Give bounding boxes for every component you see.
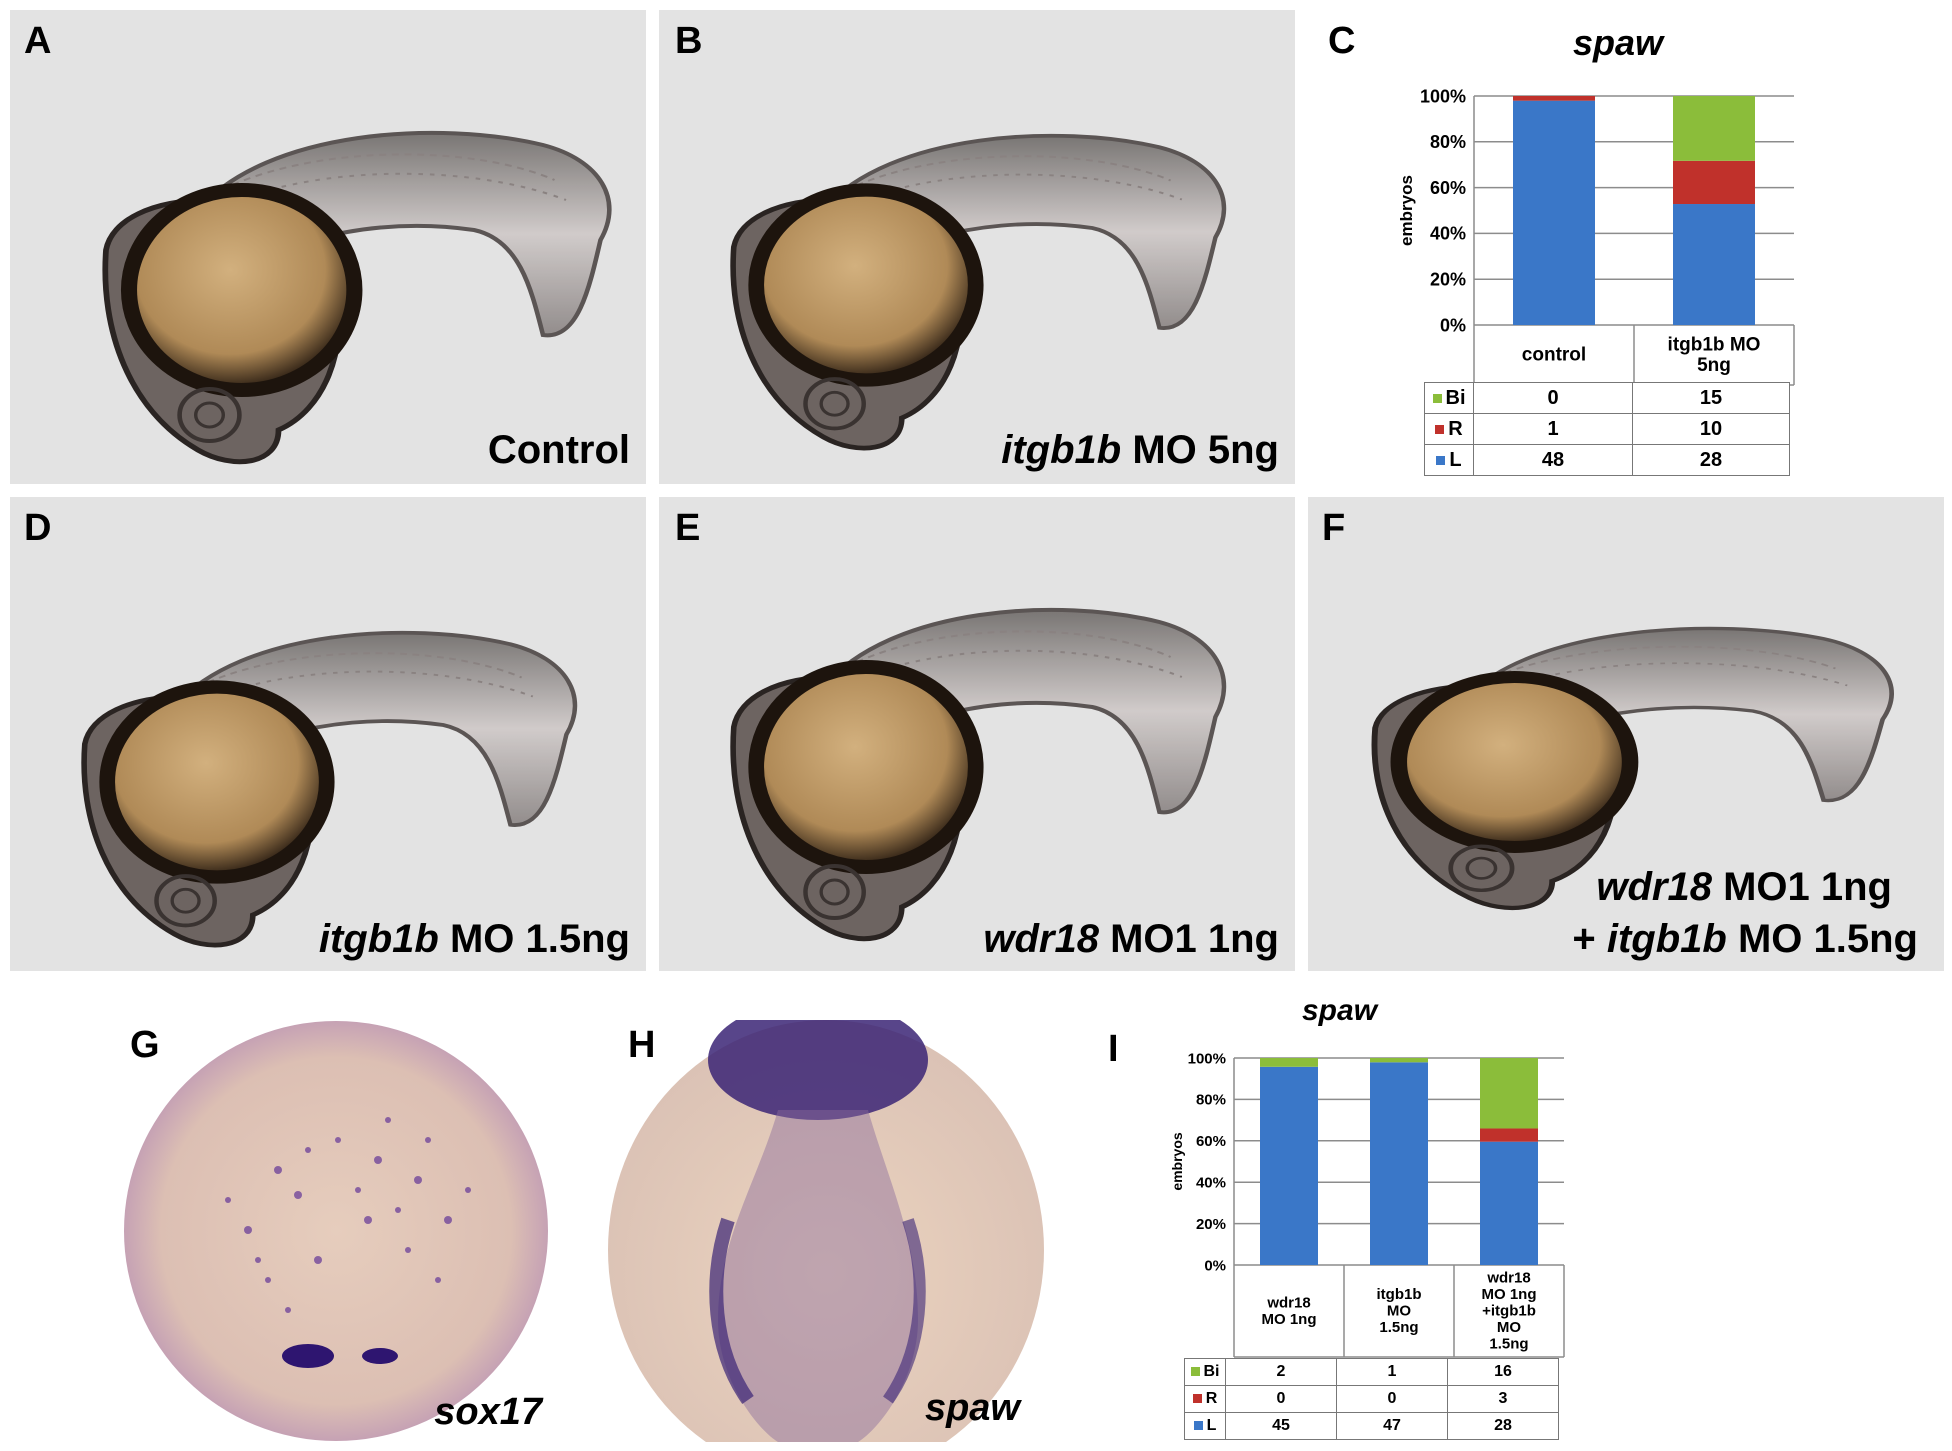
- panel-f: F wdr18 MO1 1ng + itgb1b MO 1.5ng: [1308, 497, 1944, 971]
- legend-cell: 0: [1336, 1385, 1448, 1413]
- legend-key-l: L: [1424, 444, 1474, 476]
- legend-row-r: R 1 10: [1424, 413, 1790, 445]
- y-tick-label: 0%: [1204, 1257, 1226, 1274]
- panel-label-i: I: [1108, 1028, 1119, 1070]
- legend-cell: 10: [1632, 413, 1790, 445]
- caption-e: wdr18 MO1 1ng: [983, 917, 1279, 961]
- bar-l: [1513, 100, 1595, 326]
- bar-r: [1480, 1128, 1538, 1142]
- panel-c: C spaw 0% 20% 40% 60% 80% 100% control itgb1b M…: [1304, 10, 1952, 484]
- embryo-image-b: [659, 10, 1295, 484]
- bar-r: [1513, 96, 1595, 101]
- legend-row-l: L 48 28: [1424, 444, 1790, 476]
- caption-g: sox17: [434, 1391, 542, 1433]
- bar-l: [1480, 1141, 1538, 1265]
- legend-cell: 16: [1447, 1358, 1559, 1386]
- legend-table-i: Bi 2 1 16 R 0 0 3 L 45 47 28: [1184, 1358, 1559, 1440]
- embryo-image-d: [10, 497, 646, 971]
- panel-label-h: H: [628, 1024, 656, 1066]
- bar-l: [1370, 1062, 1428, 1265]
- panel-label-a: A: [24, 20, 52, 62]
- bar-l: [1673, 204, 1755, 325]
- legend-cell: 1: [1336, 1358, 1448, 1386]
- legend-cell: 28: [1447, 1412, 1559, 1440]
- legend-cell: 45: [1225, 1412, 1337, 1440]
- x-category-label: wdr18 MO 1ng: [1262, 1294, 1317, 1328]
- panel-label-f: F: [1322, 507, 1346, 549]
- panel-label-d: D: [24, 507, 52, 549]
- caption-d: itgb1b MO 1.5ng: [318, 917, 630, 961]
- panel-label-e: E: [675, 507, 701, 549]
- legend-cell: 1: [1473, 413, 1633, 445]
- legend-key-r: R: [1184, 1385, 1226, 1413]
- legend-row-r: R 0 0 3: [1184, 1385, 1559, 1413]
- panel-d: D itgb1b MO 1.5ng: [10, 497, 646, 971]
- panel-i: I spaw 0% 20% 40% 60% 80% 100% wdr18 MO 1ng itgb…: [1100, 990, 1620, 1448]
- legend-cell: 15: [1632, 382, 1790, 414]
- legend-cell: 28: [1632, 444, 1790, 476]
- caption-h: spaw: [924, 1387, 1020, 1429]
- y-axis-label: embryos: [1397, 175, 1416, 246]
- caption-f: wdr18 MO1 1ng + itgb1b MO 1.5ng: [1572, 861, 1918, 965]
- in-situ-image-h: [608, 1020, 1044, 1442]
- legend-table-c: Bi 0 15 R 1 10 L 48 28: [1424, 382, 1790, 476]
- y-tick-label: 0%: [1440, 315, 1466, 335]
- embryo-image-a: [10, 10, 646, 484]
- panel-label-c: C: [1328, 20, 1356, 62]
- legend-row-bi: Bi 0 15: [1424, 382, 1790, 414]
- legend-row-l: L 45 47 28: [1184, 1412, 1559, 1440]
- legend-cell: 47: [1336, 1412, 1448, 1440]
- y-tick-label: 40%: [1196, 1174, 1226, 1191]
- bar-bi: [1260, 1058, 1318, 1067]
- bar-bi: [1480, 1058, 1538, 1129]
- panel-h: H spaw: [608, 1020, 1044, 1442]
- y-tick-label: 20%: [1196, 1216, 1226, 1233]
- y-tick-label: 80%: [1430, 132, 1466, 152]
- x-category-label: wdr18 MO 1ng +itgb1b MO 1.5ng: [1482, 1270, 1537, 1353]
- legend-key-r: R: [1424, 413, 1474, 445]
- panel-g: G sox17: [118, 1020, 554, 1442]
- chart-title-i: spaw: [1302, 994, 1378, 1027]
- x-category-label: control: [1522, 345, 1586, 366]
- y-tick-label: 80%: [1196, 1092, 1226, 1109]
- legend-key-l: L: [1184, 1412, 1226, 1440]
- legend-cell: 0: [1225, 1385, 1337, 1413]
- legend-cell: 48: [1473, 444, 1633, 476]
- caption-f-line1: wdr18 MO1 1ng: [1596, 865, 1892, 909]
- y-tick-label: 100%: [1420, 86, 1466, 106]
- legend-cell: 2: [1225, 1358, 1337, 1386]
- legend-key-bi: Bi: [1184, 1358, 1226, 1386]
- bar-bi: [1673, 96, 1755, 161]
- legend-row-bi: Bi 2 1 16: [1184, 1358, 1559, 1386]
- y-tick-label: 60%: [1196, 1133, 1226, 1150]
- y-axis-label: embryos: [1169, 1132, 1185, 1191]
- bar-r: [1673, 160, 1755, 205]
- panel-b: B itgb1b MO 5ng: [659, 10, 1295, 484]
- x-category-label: itgb1b MO 1.5ng: [1377, 1286, 1422, 1336]
- y-tick-label: 100%: [1188, 1050, 1226, 1067]
- x-category-label: itgb1b MO 5ng: [1668, 334, 1761, 376]
- chart-title-c: spaw: [1573, 22, 1664, 63]
- y-tick-label: 40%: [1430, 224, 1466, 244]
- in-situ-image-g: [124, 1021, 548, 1441]
- caption-f-line2: + itgb1b MO 1.5ng: [1572, 917, 1918, 961]
- panel-label-g: G: [130, 1024, 160, 1066]
- bar-l: [1260, 1066, 1318, 1265]
- legend-cell: 0: [1473, 382, 1633, 414]
- y-tick-label: 60%: [1430, 178, 1466, 198]
- y-tick-label: 20%: [1430, 270, 1466, 290]
- embryo-image-e: [659, 497, 1295, 971]
- panel-label-b: B: [675, 20, 703, 62]
- stacked-bar-chart-i: 0% 20% 40% 60% 80% 100% wdr18 MO 1ng itgb1b MO 1.5…: [1169, 1050, 1565, 1358]
- panel-a: A Control: [10, 10, 646, 484]
- caption-a: Control: [487, 428, 630, 472]
- bar-bi: [1370, 1058, 1428, 1063]
- caption-b: itgb1b MO 5ng: [1001, 428, 1279, 472]
- legend-key-bi: Bi: [1424, 382, 1474, 414]
- legend-cell: 3: [1447, 1385, 1559, 1413]
- panel-e: E wdr18 MO1 1ng: [659, 497, 1295, 971]
